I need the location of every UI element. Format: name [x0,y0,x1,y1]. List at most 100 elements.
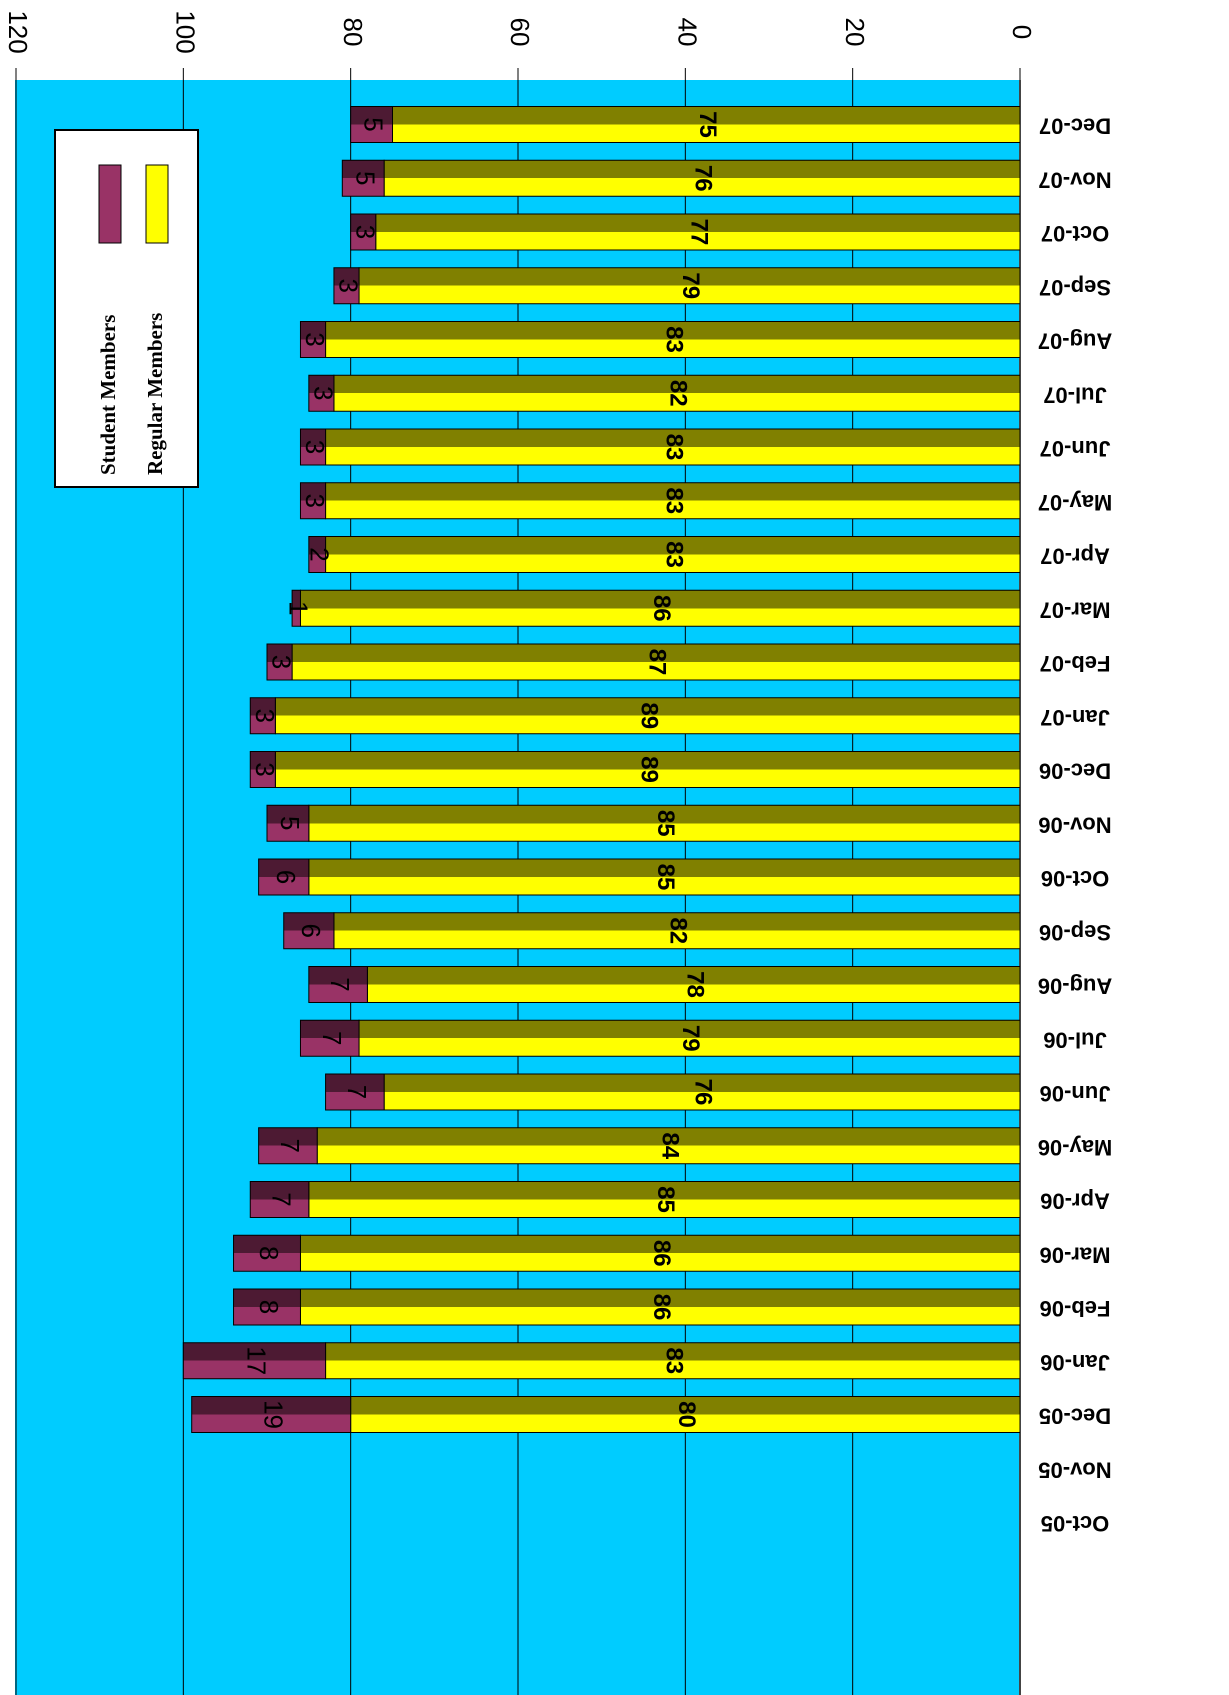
bar [333,267,360,305]
data-label: 89 [635,756,662,783]
bar [299,589,1021,627]
bar [308,966,368,1003]
data-label: 7 [317,1031,347,1045]
bar [249,751,276,788]
x-tick-label: May-07 [1038,490,1113,515]
x-tick-label: Nov-06 [1038,812,1111,837]
data-label: 75 [694,111,721,138]
data-label: 83 [660,487,687,514]
bar [249,1181,310,1218]
bar [299,1288,1021,1326]
bar [308,1181,1021,1218]
x-tick-label: Mar-06 [1040,1242,1111,1267]
data-label: 86 [648,1240,675,1267]
bar [266,804,310,842]
x-tick-label: Jul-07 [1043,382,1107,407]
data-label: 7 [342,1085,372,1099]
bar [383,1073,1021,1111]
bar [308,536,327,573]
bar [350,213,377,251]
bar [333,912,1021,950]
legend-label: Student Members [96,315,120,475]
bar [316,1127,1021,1165]
data-label: 76 [690,1079,717,1106]
data-label: 85 [652,864,679,891]
bar [299,321,327,358]
y-tick-label: 100 [170,10,200,53]
data-label: 17 [242,1346,272,1375]
y-tick-label: 20 [840,18,870,47]
bar [341,159,385,197]
data-label: 5 [359,117,389,131]
data-label: 83 [660,541,687,568]
x-tick-label: Feb-07 [1040,651,1111,676]
bar [392,106,1021,143]
data-label: 84 [656,1132,683,1159]
data-label: 2 [304,547,334,561]
data-label: 82 [665,917,692,944]
legend-label: Regular Members [143,313,167,475]
bar [383,159,1021,197]
x-tick-label: Nov-05 [1038,1457,1111,1482]
bar [299,428,327,466]
bar [308,804,1021,842]
bar [299,482,327,520]
bar [283,912,335,950]
legend-swatch [145,164,169,244]
x-tick-label: Apr-06 [1040,1189,1110,1214]
x-tick-label: Jul-06 [1043,1027,1107,1052]
bar [233,1288,301,1326]
y-tick-label: 40 [672,18,702,47]
data-label: 1 [283,601,313,615]
data-label: 6 [296,924,326,938]
bar [333,374,1021,412]
bar [299,1019,360,1057]
data-label: 3 [300,494,330,508]
data-label: 7 [267,1192,297,1206]
data-label: 7 [325,977,355,991]
data-label: 8 [254,1246,284,1260]
data-label: 3 [250,709,280,723]
data-label: 86 [648,1294,675,1321]
y-tick-label: 120 [3,10,33,53]
bar [191,1396,352,1433]
bar [299,1234,1021,1272]
data-label: 82 [665,380,692,407]
bar [258,1127,318,1165]
data-label: 83 [660,1347,687,1374]
bar [325,536,1021,573]
x-tick-label: Dec-07 [1039,114,1111,139]
x-tick-label: Dec-06 [1039,759,1111,784]
bar [325,428,1021,466]
x-tick-label: Feb-06 [1040,1296,1111,1321]
bar [358,267,1021,305]
x-tick-label: Aug-07 [1038,329,1113,354]
x-tick-label: Sep-06 [1039,920,1111,945]
data-label: 5 [275,816,305,830]
x-tick-label: Jun-07 [1040,436,1111,461]
data-label: 3 [300,440,330,454]
data-label: 3 [267,655,297,669]
data-label: 79 [677,1025,704,1052]
legend-box [54,129,199,488]
data-label: 3 [300,332,330,346]
bar [308,858,1021,896]
x-tick-label: Sep-07 [1039,275,1111,300]
bar [325,321,1021,358]
bar [291,589,301,627]
x-tick-label: Aug-06 [1038,974,1113,999]
bar [325,1073,385,1111]
x-tick-label: Jun-06 [1040,1081,1111,1106]
data-label: 79 [677,272,704,299]
data-label: 19 [258,1400,288,1429]
x-tick-label: Apr-07 [1040,544,1110,569]
legend-swatch [98,164,122,244]
data-label: 85 [652,810,679,837]
data-label: 3 [334,279,364,293]
bar [182,1342,327,1380]
data-label: 76 [690,165,717,192]
x-tick-label: Oct-06 [1041,866,1109,891]
x-tick-label: Nov-07 [1038,167,1111,192]
data-label: 89 [635,702,662,729]
data-label: 8 [254,1300,284,1314]
